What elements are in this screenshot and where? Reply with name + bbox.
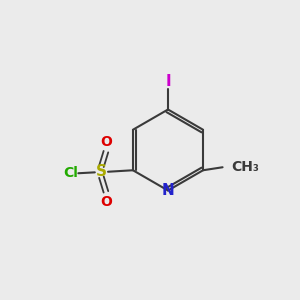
Text: O: O <box>100 195 112 209</box>
Text: N: N <box>162 183 174 198</box>
Text: CH₃: CH₃ <box>232 160 260 174</box>
Text: I: I <box>165 74 171 88</box>
Text: O: O <box>100 135 112 149</box>
Text: Cl: Cl <box>63 166 78 180</box>
Text: S: S <box>96 164 107 179</box>
